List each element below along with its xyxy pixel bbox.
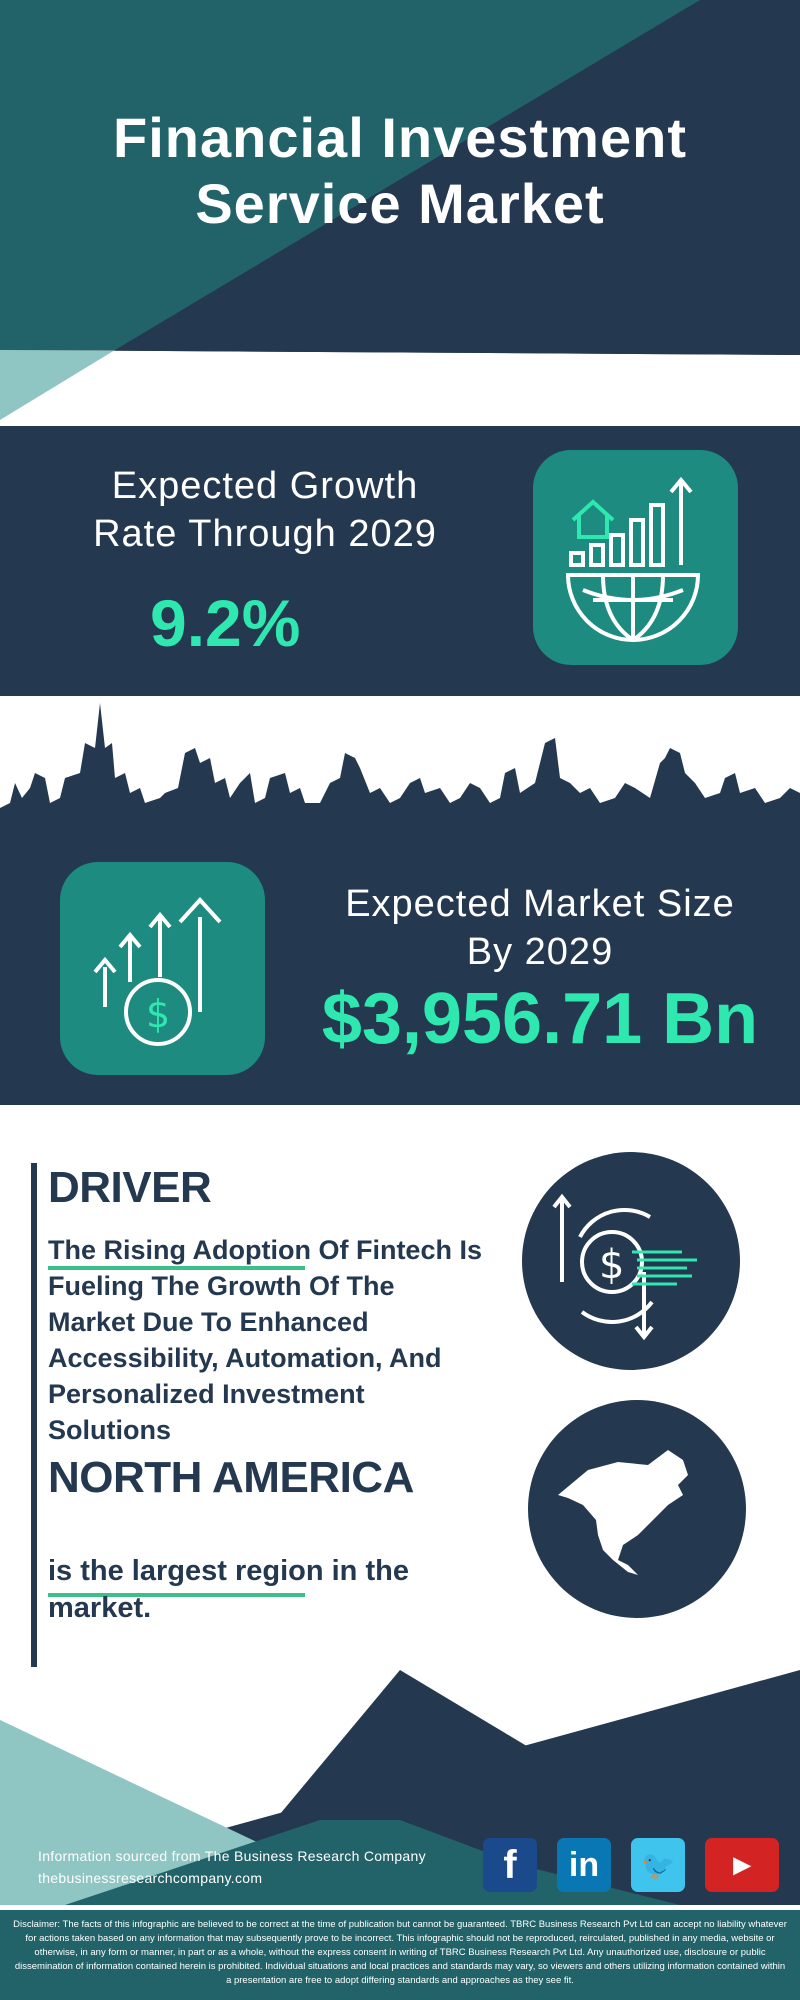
youtube-icon[interactable]: ▶ xyxy=(705,1838,779,1892)
title-line-2: Service Market xyxy=(195,172,605,235)
region-heading: NORTH AMERICA xyxy=(48,1453,414,1502)
header-background xyxy=(0,0,800,430)
svg-text:$: $ xyxy=(599,1242,624,1288)
growth-label: Expected Growth Rate Through 2029 xyxy=(60,462,470,558)
region-text: is the largest region in the market. xyxy=(48,1555,409,1624)
market-size-value: $3,956.71 Bn xyxy=(321,979,759,1059)
market-size-label: Expected Market Size By 2029 xyxy=(300,880,780,976)
disclaimer: Disclaimer: The facts of this infographi… xyxy=(0,1910,800,2000)
twitter-icon[interactable]: 🐦 xyxy=(631,1838,685,1892)
facebook-icon[interactable]: f xyxy=(483,1838,537,1892)
region-accent-bar xyxy=(31,1447,37,1667)
market-size-label-line-1: Expected Market Size xyxy=(345,883,735,925)
north-america-map-icon xyxy=(528,1400,746,1618)
dollar-exchange-icon: $ xyxy=(522,1152,740,1370)
source-text: Information sourced from The Business Re… xyxy=(38,1848,426,1864)
region-underline xyxy=(48,1593,305,1597)
driver-heading: DRIVER xyxy=(48,1163,212,1212)
linkedin-icon[interactable]: in xyxy=(557,1838,611,1892)
globe-bar-chart-icon xyxy=(533,450,738,665)
website-link[interactable]: thebusinessresearchcompany.com xyxy=(38,1870,263,1886)
growth-label-line-1: Expected Growth xyxy=(111,465,419,507)
svg-text:$: $ xyxy=(146,992,170,1036)
driver-underline xyxy=(48,1266,305,1270)
growth-value: 9.2% xyxy=(150,586,301,660)
social-links: f in 🐦 ▶ xyxy=(483,1838,779,1892)
footer-source: Information sourced from The Business Re… xyxy=(38,1845,426,1889)
title-line-1: Financial Investment xyxy=(113,106,687,169)
driver-accent-bar xyxy=(31,1163,37,1447)
market-size-label-line-2: By 2029 xyxy=(466,931,614,973)
dollar-coin-arrows-up-icon: $ xyxy=(60,862,265,1075)
page-title: Financial Investment Service Market xyxy=(0,105,800,237)
growth-label-line-2: Rate Through 2029 xyxy=(93,513,437,555)
driver-text: The Rising Adoption Of Fintech Is Fuelin… xyxy=(48,1235,482,1445)
